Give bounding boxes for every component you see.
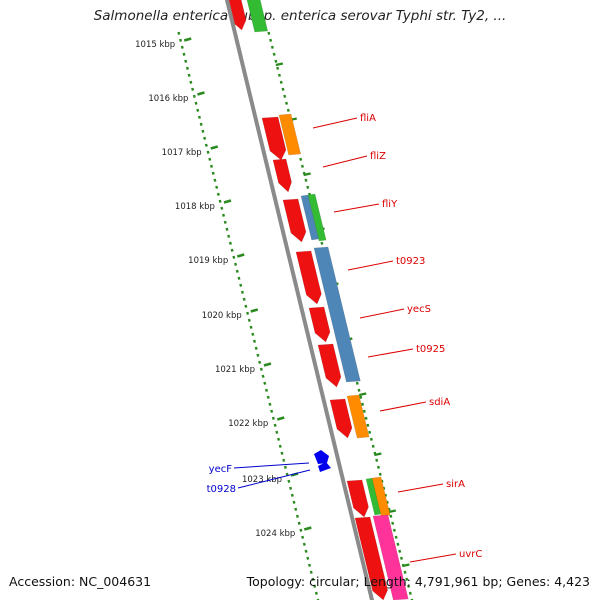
ruler-tick-label: 1020 kbp	[202, 311, 242, 321]
gene-label: sdiA	[429, 397, 450, 408]
outer-tick	[374, 452, 382, 457]
gene-label: sirA	[446, 479, 465, 490]
leader-line	[237, 469, 311, 489]
cds-arrow	[261, 116, 287, 161]
leader-line	[312, 117, 358, 129]
ruler-tick-label: 1024 kbp	[255, 529, 295, 539]
cds-arrow	[282, 198, 307, 243]
orange-block	[371, 476, 391, 517]
orange-block	[346, 394, 370, 439]
pink-block	[372, 514, 409, 600]
ruler-tick	[183, 37, 192, 42]
ruler-tick	[197, 91, 205, 96]
genome-summary: Topology: circular; Length: 4,791,961 bp…	[246, 574, 590, 589]
cds-arrow	[272, 158, 292, 193]
reverse-feature	[314, 450, 329, 464]
genome-backbone	[224, 0, 375, 600]
leader-line	[233, 462, 310, 469]
leader-line	[333, 203, 380, 213]
outer-tick	[303, 172, 311, 177]
ruler-tick	[250, 308, 259, 313]
cds-arrow	[317, 343, 342, 388]
gene-label: fliZ	[370, 151, 386, 162]
ruler-tick	[303, 526, 312, 531]
blue-block	[313, 246, 361, 383]
outer-tick	[388, 509, 397, 514]
orange-block	[278, 113, 302, 156]
ruler-tick	[236, 253, 245, 258]
gene-label: yecF	[209, 464, 233, 475]
ruler-tick-label: 1022 kbp	[228, 419, 268, 429]
leader-line	[409, 553, 457, 563]
cds-arrow	[295, 250, 322, 305]
ruler-tick	[210, 145, 219, 150]
outer-tick	[402, 563, 410, 568]
leader-line	[367, 348, 414, 358]
cds-arrow	[354, 516, 388, 600]
leader-line	[359, 308, 405, 319]
leader-line	[322, 155, 368, 168]
gene-label: fliY	[382, 199, 398, 210]
gene-labels: fliA fliZ fliY t0923 yecS t0925 sdiA sirA uvrC ye…	[207, 113, 482, 563]
map-title: Salmonella enterica subsp. enterica sero…	[93, 8, 507, 24]
gene-label: t0928	[207, 484, 236, 495]
ruler-tick	[276, 416, 285, 421]
gene-label: fliA	[360, 113, 376, 124]
cds-arrow	[329, 398, 353, 439]
cds-arrow	[346, 479, 369, 518]
outer-tick	[358, 392, 367, 397]
gene-label: uvrC	[459, 549, 482, 560]
accession-label: Accession: NC_004631	[9, 574, 152, 589]
blue-block	[300, 194, 320, 241]
ruler-tick	[223, 199, 232, 204]
cds-arrow	[308, 306, 331, 343]
leader-line	[347, 260, 394, 271]
gene-label: t0925	[416, 344, 445, 355]
leader-line	[397, 483, 444, 493]
reverse-feature	[318, 462, 331, 472]
ruler-tick-label: 1018 kbp	[175, 202, 215, 212]
kbp-ruler: 1015 kbp 1016 kbp 1017 kbp 1018 kbp 1019 kbp…	[135, 31, 320, 600]
ruler-tick-label: 1023 kbp	[242, 475, 282, 485]
ruler-tick-label: 1016 kbp	[148, 94, 188, 104]
ruler-tick-label: 1015 kbp	[135, 40, 175, 50]
ruler-tick-label: 1017 kbp	[162, 148, 202, 158]
ruler-tick-label: 1019 kbp	[188, 256, 228, 266]
gene-label: yecS	[407, 304, 431, 315]
green-block	[307, 193, 327, 242]
leader-line	[379, 401, 427, 412]
ruler-tick	[290, 472, 299, 477]
outer-tick	[275, 62, 284, 67]
gene-label: t0923	[396, 256, 425, 267]
rna-block	[246, 0, 269, 33]
backbone-line	[224, 0, 375, 600]
ruler-tick	[263, 362, 272, 367]
ruler-tick-label: 1021 kbp	[215, 365, 255, 375]
feature-track	[225, 0, 409, 600]
